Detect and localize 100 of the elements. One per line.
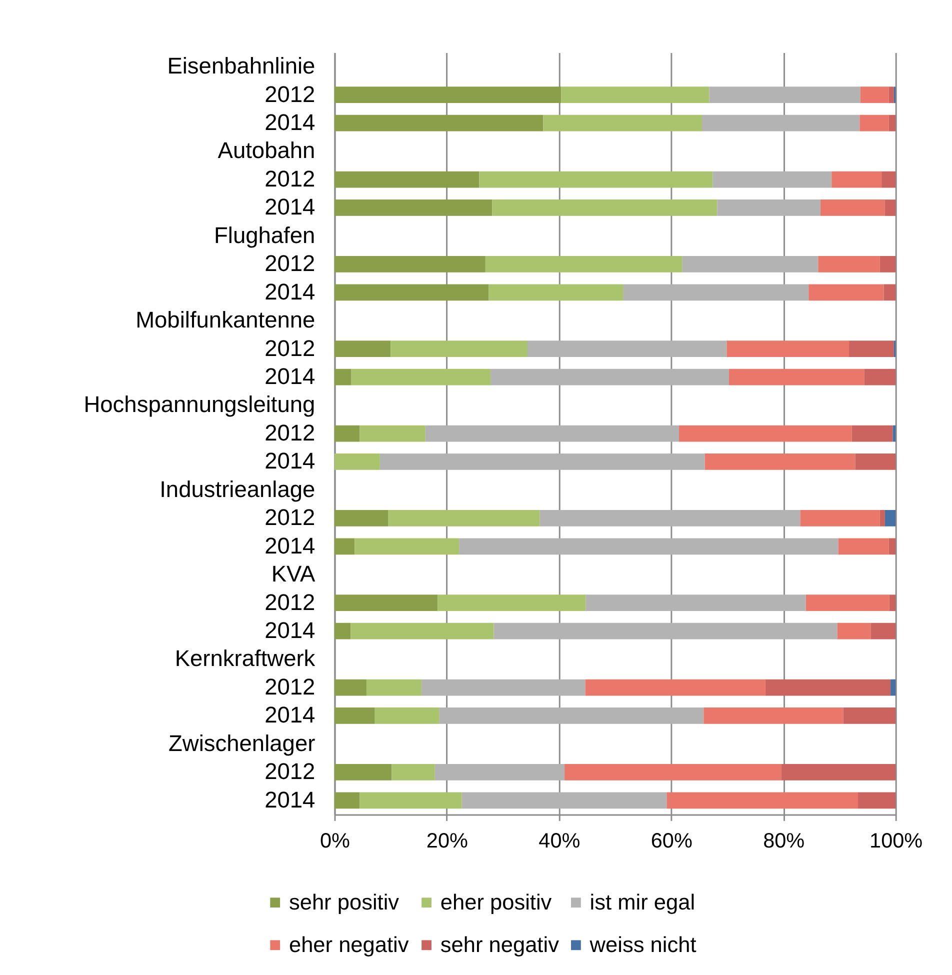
bar [585, 679, 766, 696]
bar [334, 256, 486, 272]
bar [838, 538, 889, 555]
y-tick-label: 2012 [264, 758, 316, 784]
bar [843, 708, 896, 724]
bar [880, 256, 896, 272]
y-tick-label: 2014 [264, 532, 316, 558]
y-tick-label: 2014 [264, 109, 316, 136]
bar [492, 200, 718, 216]
bar [884, 200, 896, 216]
bar [860, 114, 889, 132]
x-tick-label: 100% [870, 830, 923, 853]
y-tick-label: 2014 [264, 278, 316, 304]
y-tick-label: 2012 [264, 588, 316, 615]
bar [586, 594, 806, 612]
bar [884, 510, 896, 526]
bar [855, 454, 896, 470]
bar [462, 792, 667, 809]
bar [334, 594, 438, 612]
y-tick-label: 2012 [264, 334, 316, 361]
bar [884, 284, 896, 301]
y-tick-label: Autobahn [218, 137, 316, 164]
bar [334, 510, 388, 526]
bar [679, 425, 852, 442]
y-tick-label: 2014 [264, 448, 316, 474]
bar [334, 340, 391, 358]
bar [564, 764, 782, 780]
bar [334, 708, 375, 724]
y-tick-label: 2012 [264, 80, 316, 107]
bar [366, 679, 422, 696]
bar [709, 86, 860, 104]
bar [623, 284, 809, 301]
bar [712, 171, 832, 188]
bar [485, 256, 682, 272]
bar [360, 425, 426, 442]
y-tick-label: Kernkraftwerk [174, 645, 316, 672]
y-tick-label: 2014 [264, 702, 316, 728]
x-tick-label: 20% [426, 830, 468, 853]
bar [334, 114, 544, 132]
bar [717, 200, 820, 216]
x-tick-label: 60% [650, 830, 692, 853]
bar [820, 200, 885, 216]
bar [888, 114, 896, 132]
bar [334, 792, 360, 809]
bar [439, 708, 704, 724]
bar [888, 538, 896, 555]
bar [818, 256, 880, 272]
bar [334, 86, 562, 104]
bar [858, 792, 896, 809]
bar [334, 171, 480, 188]
y-tick-label: 2012 [264, 165, 316, 192]
bar [882, 171, 896, 188]
bar [561, 86, 710, 104]
bar [888, 86, 894, 104]
bar [459, 538, 838, 555]
bar [434, 764, 565, 780]
y-tick-label: Zwischenlager [168, 730, 316, 756]
bar [334, 538, 355, 555]
x-tick-label: 80% [763, 830, 805, 853]
legend-label: eher positiv [440, 890, 552, 915]
y-tick-label: 2012 [264, 504, 316, 530]
bar [889, 594, 896, 612]
bar [666, 792, 858, 809]
legend-label: sehr positiv [288, 890, 400, 915]
bar [806, 594, 890, 612]
bar [380, 454, 705, 470]
bar [425, 425, 680, 442]
bar [832, 171, 882, 188]
bar [360, 792, 462, 809]
bar [354, 538, 460, 555]
bar [765, 679, 891, 696]
bar [726, 340, 850, 358]
legend-label: sehr negativ [440, 932, 560, 958]
bar [860, 86, 889, 104]
y-tick-label: 2012 [264, 250, 316, 276]
y-tick-label: Flughafen [214, 222, 316, 248]
bar [837, 622, 871, 640]
legend-label: eher negativ [288, 932, 409, 958]
y-tick-label: 2014 [264, 617, 316, 643]
bar [852, 425, 893, 442]
bar [392, 764, 435, 780]
y-tick-label: 2012 [264, 673, 316, 700]
y-tick-label: Eisenbahnlinie [167, 52, 316, 79]
bar [682, 256, 818, 272]
bar [351, 368, 490, 386]
x-tick-label: 40% [538, 830, 580, 853]
legend-label: ist mir egal [590, 890, 696, 915]
y-tick-label: 2014 [264, 786, 316, 812]
y-tick-label: Industrieanlage [160, 476, 316, 502]
bar [704, 454, 856, 470]
bar [334, 679, 366, 696]
bar [334, 764, 392, 780]
bar [334, 622, 351, 640]
y-tick-label: Mobilfunkantenne [136, 306, 316, 333]
bar [543, 114, 702, 132]
y-tick-label: KVA [271, 560, 316, 587]
bar [334, 368, 352, 386]
bar [334, 200, 492, 216]
bar [540, 510, 800, 526]
y-tick-label: Hochspannungsleitung [84, 391, 316, 418]
